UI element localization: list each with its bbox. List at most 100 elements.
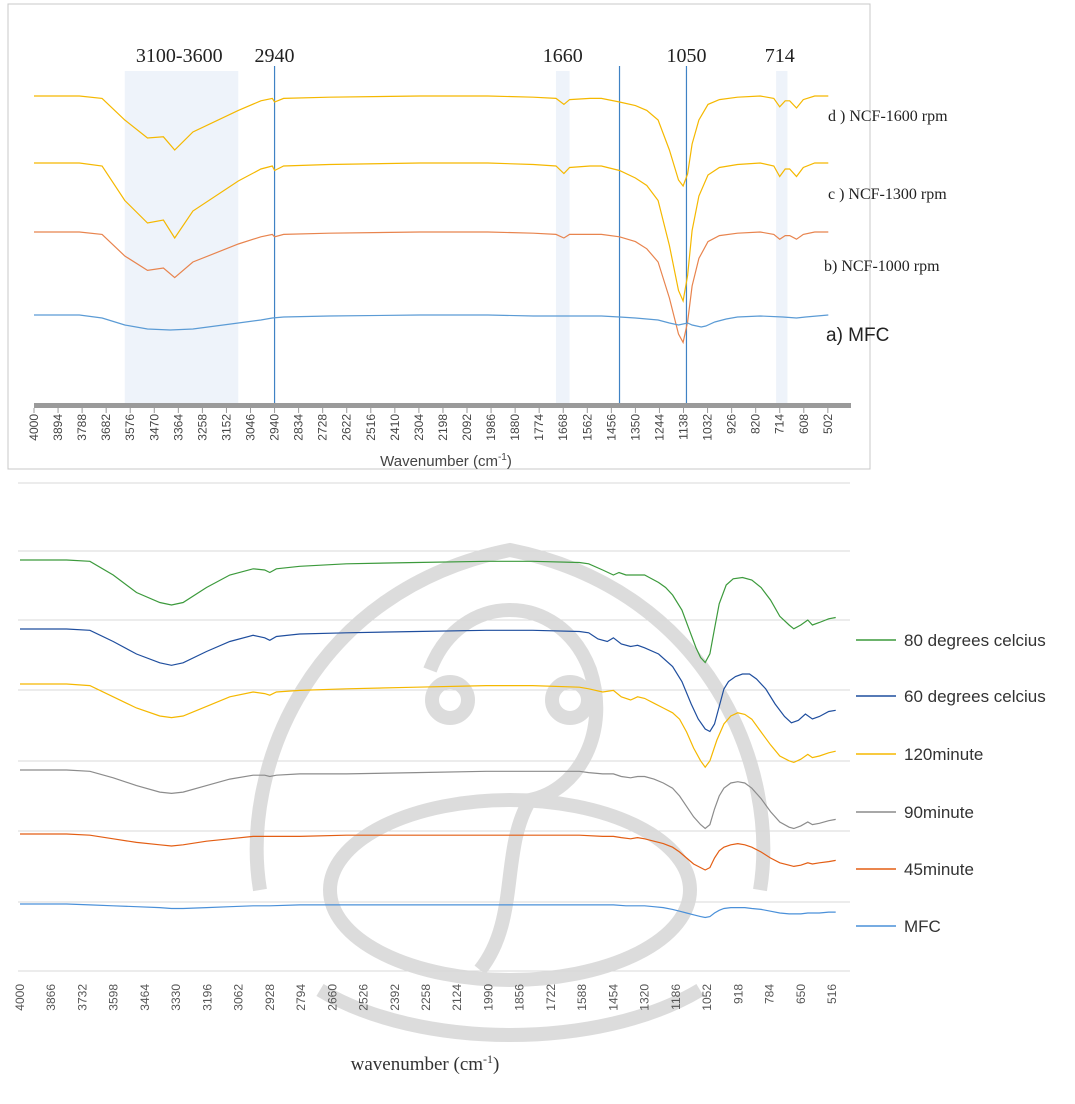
top-x-axis [34,403,851,408]
top-series-line-a-mfc [34,314,829,331]
top-x-tick-label: 1562 [580,414,594,441]
top-series-label-a-mfc: a) MFC [826,325,889,346]
bottom-x-tick-label: 2258 [419,984,433,1011]
top-x-tick-label: 1244 [652,414,666,441]
bottom-x-tick-label: 1990 [481,984,495,1011]
top-x-tick-label: 1456 [604,414,618,441]
bottom-x-tick-label: 1320 [638,984,652,1011]
bottom-x-tick-label: 1454 [606,984,620,1011]
top-x-tick-label: 3258 [195,414,209,441]
top-x-tick-label: 2728 [316,414,330,441]
peak-label-1050: 1050 [666,45,706,67]
peak-label-3100-3600: 3100-3600 [136,45,223,67]
top-chart: 3100-3600 2940 1660 1050 714 4000 3894 3788 3682… [27,45,948,470]
top-x-tick-label: 1774 [532,414,546,441]
top-x-tick-label: 1032 [701,414,715,441]
peak-label-714: 714 [765,45,795,67]
top-x-tick-label: 3576 [123,414,137,441]
bottom-x-axis-title-sup: -1 [483,1052,493,1066]
bottom-series-line-60-degrees-celcius [20,628,836,733]
top-x-tick-label: 820 [749,414,763,434]
bottom-x-tick-label: 3732 [75,984,89,1011]
bottom-x-axis-title-close: ) [493,1054,499,1075]
bottom-x-tick-label: 2124 [450,984,464,1011]
top-series-line-d-ncf-1600-rpm [34,95,829,188]
highlight-band-3100-3600 [124,71,239,403]
top-x-tick-label: 3152 [219,414,233,441]
bottom-x-tick-label: 1588 [575,984,589,1011]
top-series-label-d-ncf-1600-rpm: d ) NCF-1600 rpm [828,108,948,125]
bottom-x-tick-label: 3196 [200,984,214,1011]
top-x-tick-label: 3364 [171,414,185,441]
bottom-x-tick-label: 1052 [700,984,714,1011]
top-x-tick-label: 502 [821,414,835,434]
bottom-x-tick-label: 1186 [669,984,683,1010]
bottom-x-tick-label: 784 [763,984,777,1004]
top-x-tick-label: 2198 [436,414,450,441]
top-x-tick-label: 926 [725,414,739,434]
bottom-x-tick-label: 3062 [232,984,246,1011]
top-x-tick-label: 2410 [388,414,402,441]
top-x-tick-label: 1350 [628,414,642,441]
top-x-tick-label: 2516 [364,414,378,441]
top-series-line-b-ncf-1000-rpm [34,231,829,345]
bottom-x-tick-label: 3330 [169,984,183,1011]
top-x-tick-label: 3788 [75,414,89,441]
top-x-tick-label: 714 [773,414,787,434]
top-x-tick-label: 2622 [340,414,354,441]
top-series-label-b-ncf-1000-rpm: b) NCF-1000 rpm [824,258,940,275]
top-x-tick-label: 2940 [268,414,282,441]
bottom-x-tick-label: 2794 [294,984,308,1011]
bottom-chart: 4000 3866 3732 3598 3464 3330 3196 3062 2928 2794… [13,482,1046,1075]
bottom-x-tick-label: 1856 [513,984,527,1011]
legend-label-60-degrees-celcius: 60 degrees celcius [904,687,1046,706]
top-x-tick-label: 2834 [292,414,306,441]
top-x-axis-title: Wavenumber (cm-1) [380,452,512,470]
bottom-series-line-mfc [20,903,836,919]
top-x-tick-label: 1138 [677,414,691,440]
top-x-tick-label: 3682 [99,414,113,441]
bottom-x-tick-label: 3866 [44,984,58,1011]
top-x-tick-label: 2092 [460,414,474,441]
bottom-x-tick-label: 2928 [263,984,277,1011]
top-x-tick-label: 2304 [412,414,426,441]
top-x-axis-title-main: Wavenumber (cm [380,453,498,470]
top-chart-frame [7,3,871,470]
top-x-axis-title-close: ) [507,453,512,470]
bottom-series-line-120minute [20,683,836,769]
peak-label-2940: 2940 [255,45,295,67]
top-series-line-c-ncf-1300-rpm [34,162,829,304]
bottom-series-line-80-degrees-celcius [20,559,836,664]
bottom-x-tick-label: 3464 [138,984,152,1011]
top-x-tick-label: 1668 [556,414,570,441]
top-x-tick-label: 1986 [484,414,498,441]
top-x-tick-label: 1880 [508,414,522,441]
top-x-tick-label: 608 [797,414,811,434]
legend-label-120minute: 120minute [904,745,983,764]
top-x-tick-label: 3470 [147,414,161,441]
bottom-x-tick-label: 516 [825,984,839,1004]
top-x-axis-title-sup: -1 [498,452,507,463]
bottom-x-tick-label: 918 [731,984,745,1004]
bottom-x-axis-title-main: wavenumber (cm [351,1054,484,1075]
peak-label-1660: 1660 [543,45,583,67]
bottom-series-line-45minute [20,833,836,871]
highlight-band-714 [776,71,788,403]
bottom-x-axis-title: wavenumber (cm-1) [351,1052,500,1075]
top-x-tick-label: 3894 [51,414,65,441]
watermark-graphic [249,542,771,1042]
legend-label-45minute: 45minute [904,860,974,879]
bottom-series-line-90minute [20,769,836,830]
legend-label-mfc: MFC [904,917,941,936]
bottom-x-tick-label: 4000 [13,984,27,1011]
university-seal-watermark [200,470,820,1090]
bottom-x-tick-label: 2660 [325,984,339,1011]
bottom-x-tick-label: 1722 [544,984,558,1011]
top-x-tick-label: 4000 [27,414,41,441]
top-x-tick-label: 3046 [244,414,258,441]
bottom-x-tick-label: 650 [794,984,808,1004]
bottom-x-tick-label: 2392 [388,984,402,1011]
bottom-x-tick-label: 2526 [357,984,371,1011]
